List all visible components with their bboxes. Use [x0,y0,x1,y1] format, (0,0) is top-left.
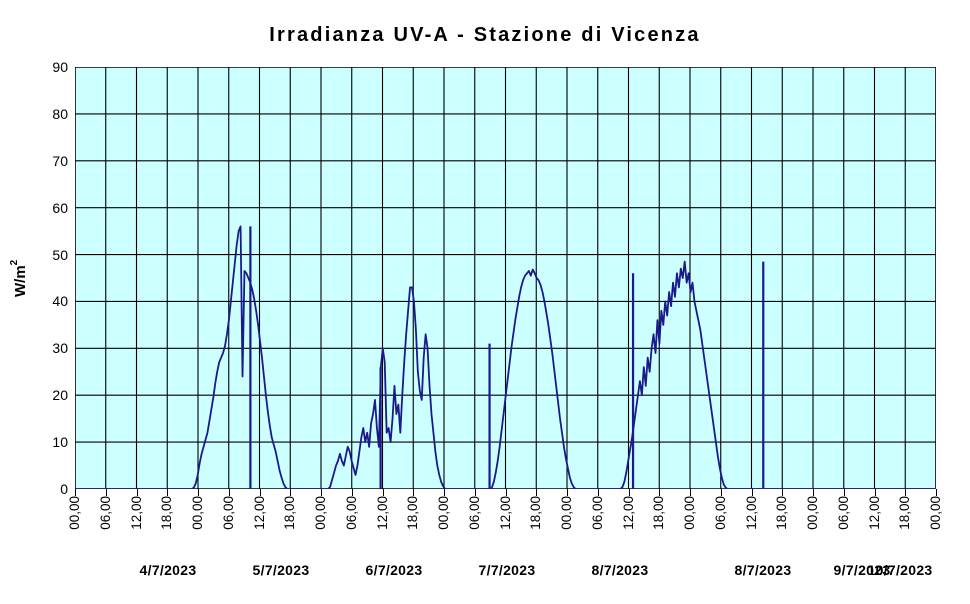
x-tick-mark [167,489,169,496]
x-tick-label: 00,00 [190,496,205,530]
x-tick-label: 18,00 [651,496,667,530]
x-tick-mark [105,489,107,496]
date-label: 5/7/2023 [252,562,310,578]
x-tick-mark [321,489,322,496]
x-tick-mark [597,489,599,496]
x-tick-mark [751,489,753,496]
x-tick-mark [843,489,845,496]
x-tick-mark [136,489,138,496]
x-tick-label: 18,00 [159,496,175,530]
x-tick-label: 12,00 [497,496,513,530]
y-tick-label: 50 [52,246,68,263]
x-tick-label: 06,00 [712,496,728,530]
x-tick-mark [690,489,691,496]
date-label: 10/7/2023 [867,562,933,578]
y-tick-label: 90 [52,59,68,75]
y-axis-ticks: 0 10 20 30 40 50 60 70 80 90 [22,0,97,497]
x-tick-label: 06,00 [220,496,236,530]
x-tick-mark [351,489,353,496]
x-tick-mark [259,489,261,496]
y-tick-label: 40 [52,293,68,310]
x-tick-label: 12,00 [620,496,636,530]
x-tick-label: 06,00 [466,496,482,530]
x-tick-label: 18,00 [282,496,298,530]
x-tick-label: 00,00 [928,496,943,530]
date-label: 8/7/2023 [734,562,792,578]
y-axis-title-exponent: 2 [9,259,20,265]
x-tick-mark [474,489,476,496]
x-tick-mark [444,489,445,496]
x-tick-mark [228,489,230,496]
x-tick-label: 06,00 [343,496,359,530]
x-tick-mark [567,489,568,496]
date-label: 4/7/2023 [139,562,197,578]
x-tick-label: 00,00 [682,496,697,530]
y-tick-label: 60 [52,199,68,216]
x-tick-mark [905,489,907,496]
date-label: 8/7/2023 [591,562,649,578]
y-tick-label: 30 [52,340,68,357]
x-tick-mark [413,489,415,496]
x-tick-label: 06,00 [97,496,113,530]
y-tick-label: 70 [52,152,68,169]
x-tick-label: 06,00 [589,496,605,530]
chart-title: Irradianza UV-A - Stazione di Vicenza [269,24,701,46]
x-tick-label: 00,00 [313,496,328,530]
y-tick-label: 10 [52,434,68,451]
x-tick-mark [936,489,937,496]
x-tick-label: 12,00 [374,496,390,530]
x-tick-mark [659,489,661,496]
x-tick-mark [290,489,292,496]
x-tick-label: 00,00 [805,496,820,530]
plot-canvas [75,67,936,489]
date-label: 6/7/2023 [365,562,423,578]
x-tick-label: 18,00 [528,496,544,530]
y-tick-label: 80 [52,105,68,122]
x-tick-mark [874,489,876,496]
x-tick-mark [813,489,814,496]
x-tick-label: 18,00 [774,496,790,530]
x-tick-mark [198,489,199,496]
x-tick-mark [720,489,722,496]
x-tick-mark [382,489,384,496]
x-tick-mark [536,489,538,496]
x-tick-mark [505,489,507,496]
x-tick-mark [782,489,784,496]
x-tick-label: 18,00 [405,496,421,530]
y-tick-label: 20 [52,387,68,404]
x-tick-label: 00,00 [559,496,574,530]
x-tick-label: 06,00 [835,496,851,530]
x-tick-label: 00,00 [436,496,451,530]
date-label: 7/7/2023 [478,562,536,578]
x-tick-label: 12,00 [866,496,882,530]
x-tick-label: 12,00 [251,496,267,530]
y-tick-label: 0 [60,481,68,497]
plot-area [75,67,936,489]
date-label: 9/7/2023 [833,562,891,578]
x-tick-mark [628,489,630,496]
x-tick-mark [75,489,76,496]
x-tick-label: 18,00 [897,496,913,530]
x-tick-label: 12,00 [128,496,144,530]
x-tick-label: 12,00 [743,496,759,530]
x-tick-label: 00,00 [67,496,82,530]
